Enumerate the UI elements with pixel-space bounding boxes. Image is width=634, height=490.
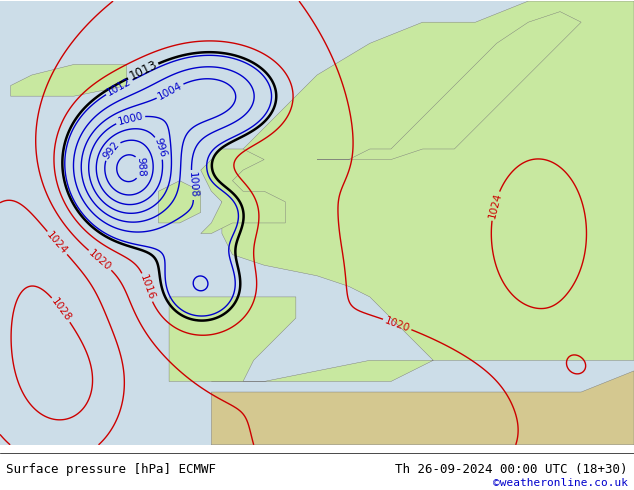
Text: 1000: 1000 (117, 111, 144, 126)
Text: ©weatheronline.co.uk: ©weatheronline.co.uk (493, 478, 628, 488)
Text: 1020: 1020 (87, 248, 113, 272)
Text: 1024: 1024 (45, 230, 70, 256)
Text: 992: 992 (101, 139, 121, 161)
Polygon shape (158, 181, 201, 223)
Text: Surface pressure [hPa] ECMWF: Surface pressure [hPa] ECMWF (6, 463, 216, 476)
Text: 1008: 1008 (186, 172, 198, 198)
Text: 1004: 1004 (156, 80, 184, 101)
Text: 1024: 1024 (487, 192, 503, 220)
Text: 1013: 1013 (127, 58, 159, 83)
Text: 1020: 1020 (383, 315, 411, 334)
Text: 988: 988 (135, 157, 146, 177)
Text: Th 26-09-2024 00:00 UTC (18+30): Th 26-09-2024 00:00 UTC (18+30) (395, 463, 628, 476)
Text: 996: 996 (152, 137, 168, 159)
Text: 1012: 1012 (105, 76, 133, 98)
Polygon shape (11, 65, 127, 96)
Polygon shape (0, 1, 634, 445)
Text: 1028: 1028 (49, 296, 73, 323)
Polygon shape (169, 297, 296, 381)
Polygon shape (201, 149, 285, 234)
Polygon shape (211, 371, 634, 445)
Polygon shape (211, 1, 634, 381)
Text: 1016: 1016 (138, 273, 157, 302)
Polygon shape (317, 12, 581, 160)
